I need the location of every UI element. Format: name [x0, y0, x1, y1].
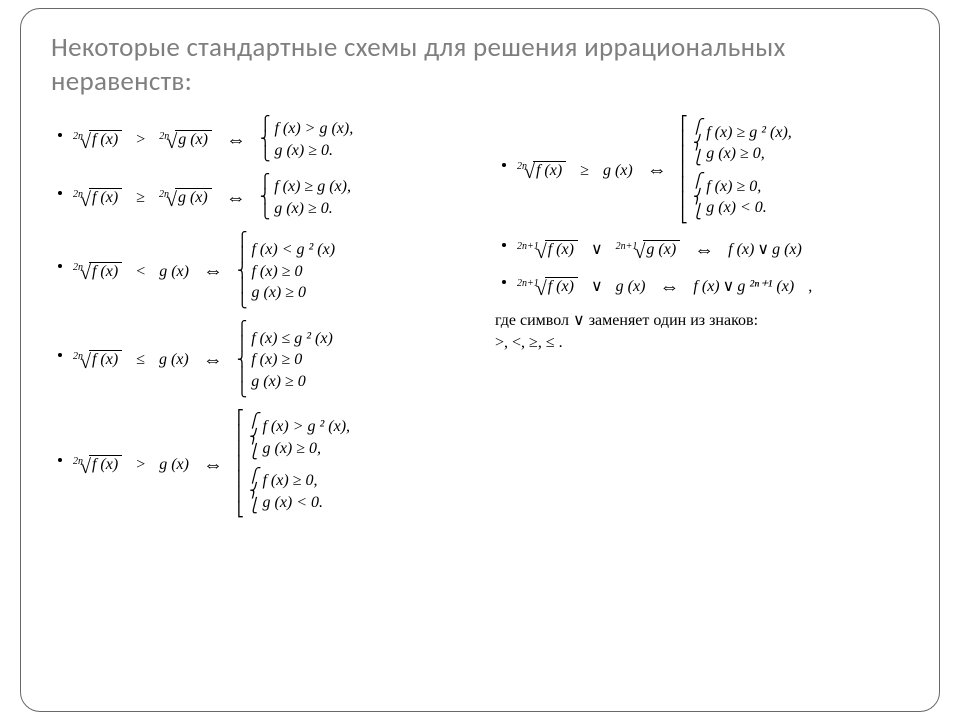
root-icon: 2n √g (x)	[159, 130, 212, 150]
equation-columns: 2n √f (x) > 2n √g (x) ⇔	[51, 117, 909, 531]
eq-item: 2n+1√f (x) ∨ g (x) ⇔ f (x)∨g ²ⁿ⁺¹ (x) ,	[517, 273, 909, 298]
right-list: 2n√f (x) ≥ g (x) ⇔ f (x) ≥	[495, 117, 909, 299]
left-list: 2n √f (x) > 2n √g (x) ⇔	[51, 117, 465, 519]
eq-item: 2n√f (x) ≤ g (x) ⇔ f (x) ≤ g ² (x) f (x)…	[73, 322, 465, 399]
eq-item: 2n√f (x) < g (x) ⇔ f (x) < g ² (x) f (x)…	[73, 233, 465, 310]
slide: Некоторые стандартные схемы для решения …	[0, 0, 960, 720]
eq-item: 2n√f (x) ≥ 2n√g (x) ⇔ f (x) ≥ g (x), g (…	[73, 175, 465, 221]
footnote: где символ ∨ заменяет один из знаков: >,…	[495, 310, 909, 353]
content-frame: Некоторые стандартные схемы для решения …	[20, 8, 940, 712]
root-icon: 2n √f (x)	[73, 130, 122, 150]
eq-item: 2n√f (x) ≥ g (x) ⇔ f (x) ≥	[517, 117, 909, 225]
eq-item: 2n+1√f (x) ∨ 2n+1√g (x) ⇔ f (x)∨g (x)	[517, 236, 909, 261]
page-title: Некоторые стандартные схемы для решения …	[51, 31, 909, 99]
right-column: 2n√f (x) ≥ g (x) ⇔ f (x) ≥	[495, 117, 909, 531]
left-column: 2n √f (x) > 2n √g (x) ⇔	[51, 117, 465, 531]
eq-item: 2n√f (x) > g (x) ⇔ f (x) >	[73, 411, 465, 519]
system: f (x) > g (x), g (x) ≥ 0.	[260, 117, 353, 163]
eq-item: 2n √f (x) > 2n √g (x) ⇔	[73, 117, 465, 163]
